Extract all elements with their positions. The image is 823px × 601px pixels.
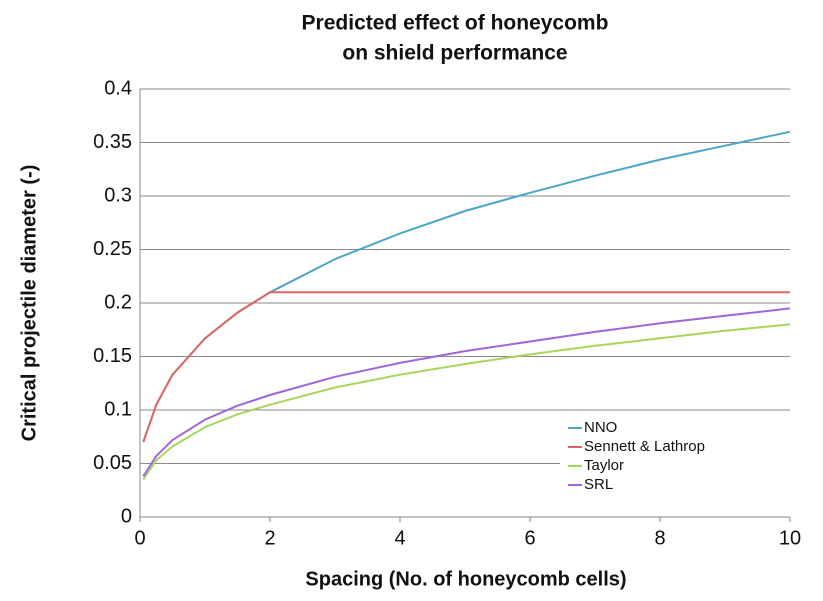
x-tick-label: 2 — [264, 527, 275, 549]
x-tick-label: 6 — [524, 527, 535, 549]
y-tick-label: 0.15 — [93, 345, 132, 367]
legend-label: NNO — [584, 419, 617, 436]
x-tick-label: 8 — [654, 527, 665, 549]
legend-label: Sennett & Lathrop — [584, 438, 705, 455]
y-tick-label: 0.25 — [93, 238, 132, 260]
x-tick-label: 10 — [779, 527, 801, 549]
y-tick-label: 0.1 — [104, 398, 132, 420]
y-tick-label: 0.4 — [104, 77, 132, 99]
y-tick-label: 0 — [121, 505, 132, 527]
chart-title: Predicted effect of honeycomb — [302, 12, 609, 35]
y-axis-label: Critical projectile diameter (-) — [18, 165, 40, 442]
x-tick-label: 4 — [394, 527, 405, 549]
chart-title: on shield performance — [342, 42, 567, 65]
y-tick-label: 0.05 — [93, 452, 132, 474]
x-axis-label: Spacing (No. of honeycomb cells) — [305, 568, 626, 590]
series-line — [142, 130, 791, 443]
legend-box — [560, 418, 792, 500]
series-line — [142, 307, 791, 477]
legend-label: Taylor — [584, 457, 624, 474]
series-line — [142, 323, 791, 481]
y-tick-label: 0.35 — [93, 131, 132, 153]
series-line — [142, 291, 790, 443]
x-tick-label: 0 — [134, 527, 145, 549]
y-tick-label: 0.3 — [104, 184, 132, 206]
y-tick-label: 0.2 — [104, 291, 132, 313]
legend-label: SRL — [584, 476, 613, 493]
